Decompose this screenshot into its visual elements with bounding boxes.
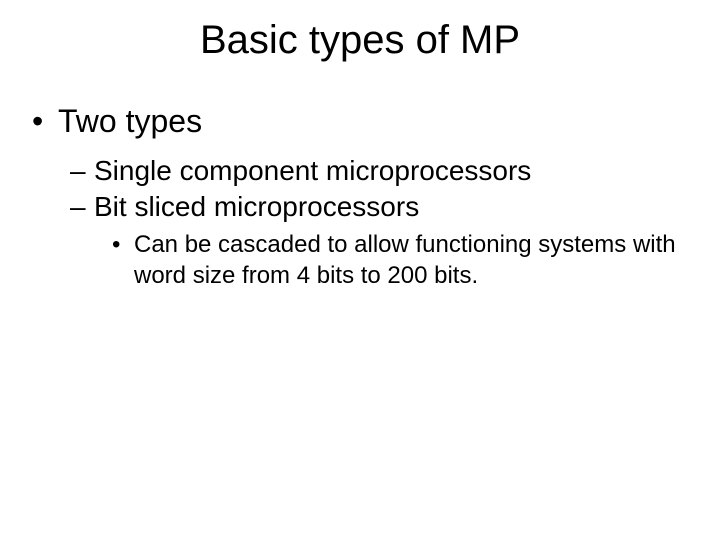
bullet-text-l2: Bit sliced microprocessors — [94, 191, 419, 222]
slide: Basic types of MP •Two types –Single com… — [0, 0, 720, 540]
bullet-text-l1: Two types — [58, 103, 202, 139]
bullet-marker-l2: – — [70, 189, 94, 225]
bullet-text-l3: Can be cascaded to allow functioning sys… — [134, 230, 680, 291]
bullet-level3: • Can be cascaded to allow functioning s… — [0, 230, 720, 291]
bullet-marker-l1: • — [32, 101, 58, 141]
bullet-level2: –Single component microprocessors — [0, 153, 720, 189]
bullet-level2: –Bit sliced microprocessors — [0, 189, 720, 225]
bullet-marker-l2: – — [70, 153, 94, 189]
bullet-text-l2: Single component microprocessors — [94, 155, 531, 186]
bullet-level1: •Two types — [0, 101, 720, 141]
slide-title: Basic types of MP — [0, 18, 720, 63]
bullet-marker-l3: • — [112, 230, 134, 291]
